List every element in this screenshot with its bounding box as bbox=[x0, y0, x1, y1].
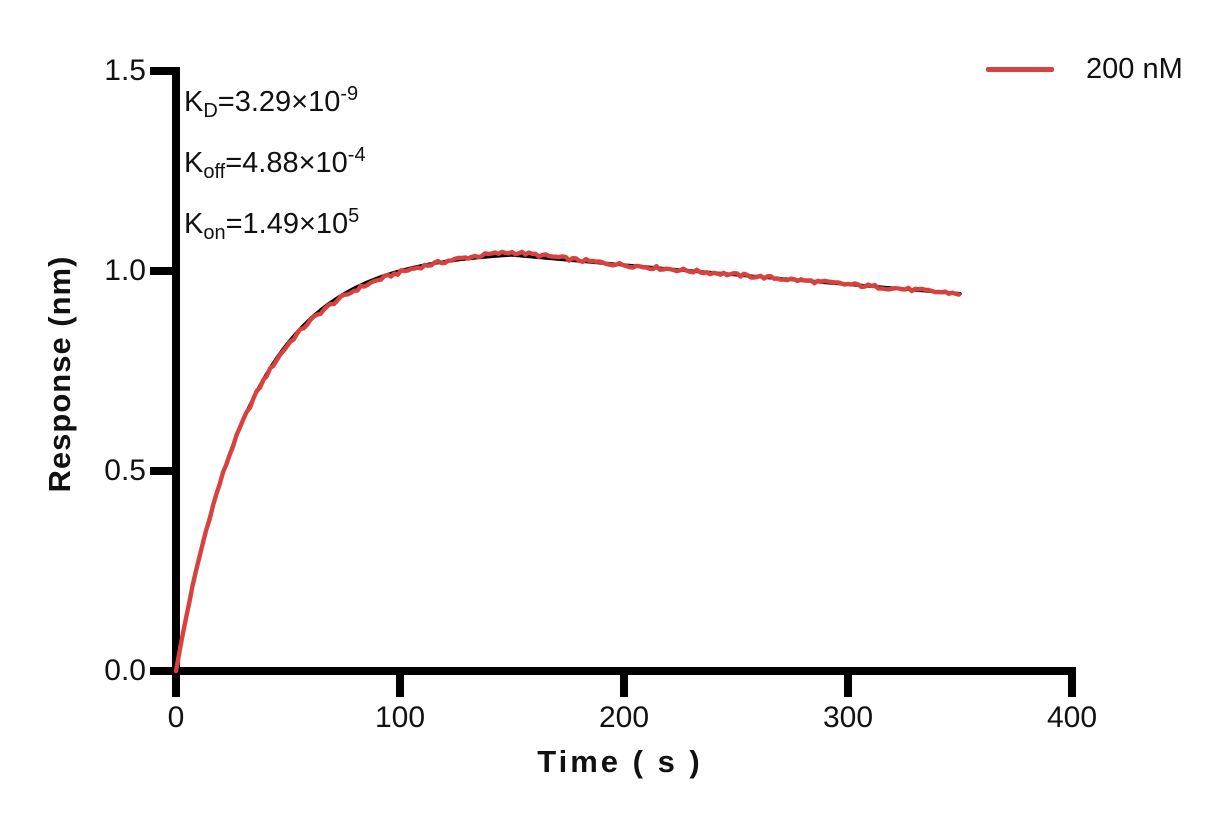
kon-symbol: K bbox=[184, 208, 204, 240]
kon-subscript: on bbox=[203, 222, 226, 244]
kd-value: =3.29×10 bbox=[217, 86, 341, 118]
kd-exponent: -9 bbox=[340, 83, 359, 105]
fit-curve bbox=[174, 253, 962, 673]
legend-label: 200 nM bbox=[1086, 53, 1183, 85]
koff-symbol: K bbox=[184, 147, 204, 179]
x-tick-label: 400 bbox=[1046, 701, 1098, 734]
kon-annotation: Kon=1.49×105 bbox=[184, 194, 366, 255]
koff-subscript: off bbox=[203, 161, 226, 183]
measured-curve-200nM bbox=[173, 249, 962, 674]
kon-exponent: 5 bbox=[348, 205, 360, 227]
y-tick-label: 0.5 bbox=[104, 454, 146, 487]
kd-subscript: D bbox=[203, 100, 218, 122]
y-tick-label: 1.5 bbox=[104, 54, 146, 87]
kd-symbol: K bbox=[184, 86, 204, 118]
koff-value: =4.88×10 bbox=[225, 147, 348, 179]
x-tick-label: 0 bbox=[167, 701, 185, 734]
y-axis-title: Response (nm) bbox=[42, 255, 77, 493]
x-axis-title: Time ( s ) bbox=[537, 744, 703, 779]
x-tick-label: 200 bbox=[598, 701, 650, 734]
koff-annotation: Koff=4.88×10-4 bbox=[184, 133, 366, 194]
x-tick-label: 300 bbox=[822, 701, 874, 734]
y-tick-label: 1.0 bbox=[104, 254, 146, 287]
koff-exponent: -4 bbox=[347, 144, 366, 166]
kinetics-annotation: KD=3.29×10-9 Koff=4.88×10-4 Kon=1.49×105 bbox=[184, 72, 366, 255]
kon-value: =1.49×10 bbox=[225, 208, 349, 240]
y-tick-label: 0.0 bbox=[104, 654, 146, 687]
kd-annotation: KD=3.29×10-9 bbox=[184, 72, 366, 133]
x-tick-label: 100 bbox=[374, 701, 426, 734]
legend-line-icon bbox=[986, 67, 1054, 72]
